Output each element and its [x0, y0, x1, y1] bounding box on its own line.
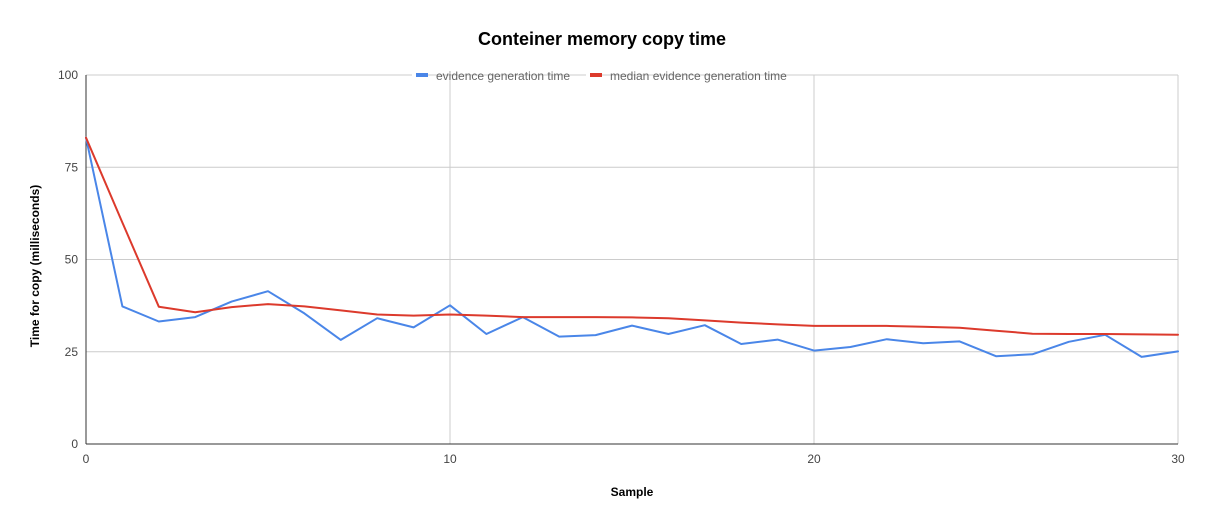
- y-tick-label-50: 50: [65, 253, 79, 267]
- legend-label-1: median evidence generation time: [610, 69, 787, 83]
- legend-label-0: evidence generation time: [436, 69, 570, 83]
- x-tick-label-30: 30: [1171, 452, 1185, 466]
- x-tick-label-20: 20: [807, 452, 821, 466]
- x-tick-label-10: 10: [443, 452, 457, 466]
- legend-bg-1: [586, 67, 590, 83]
- gridlines: [86, 74, 1179, 444]
- legend-swatch-1: [590, 73, 602, 77]
- y-tick-label-0: 0: [71, 437, 78, 451]
- x-tick-label-0: 0: [83, 452, 90, 466]
- series-line-1: [85, 136, 1179, 336]
- series-lines: [85, 136, 1179, 358]
- legend-bg-0: [412, 67, 416, 83]
- axes: 0 25 50 75 100 0 10 20 30: [58, 68, 1185, 466]
- legend-swatch-0: [416, 73, 428, 77]
- series-line-0: [85, 136, 1179, 358]
- y-tick-label-100: 100: [58, 68, 78, 82]
- legend: evidence generation time median evidence …: [412, 67, 787, 83]
- y-axis-label: Time for copy (milliseconds): [28, 185, 42, 347]
- y-tick-label-25: 25: [65, 345, 79, 359]
- y-tick-label-75: 75: [65, 160, 79, 174]
- chart-title: Conteiner memory copy time: [478, 29, 726, 49]
- x-axis-label: Sample: [611, 485, 654, 499]
